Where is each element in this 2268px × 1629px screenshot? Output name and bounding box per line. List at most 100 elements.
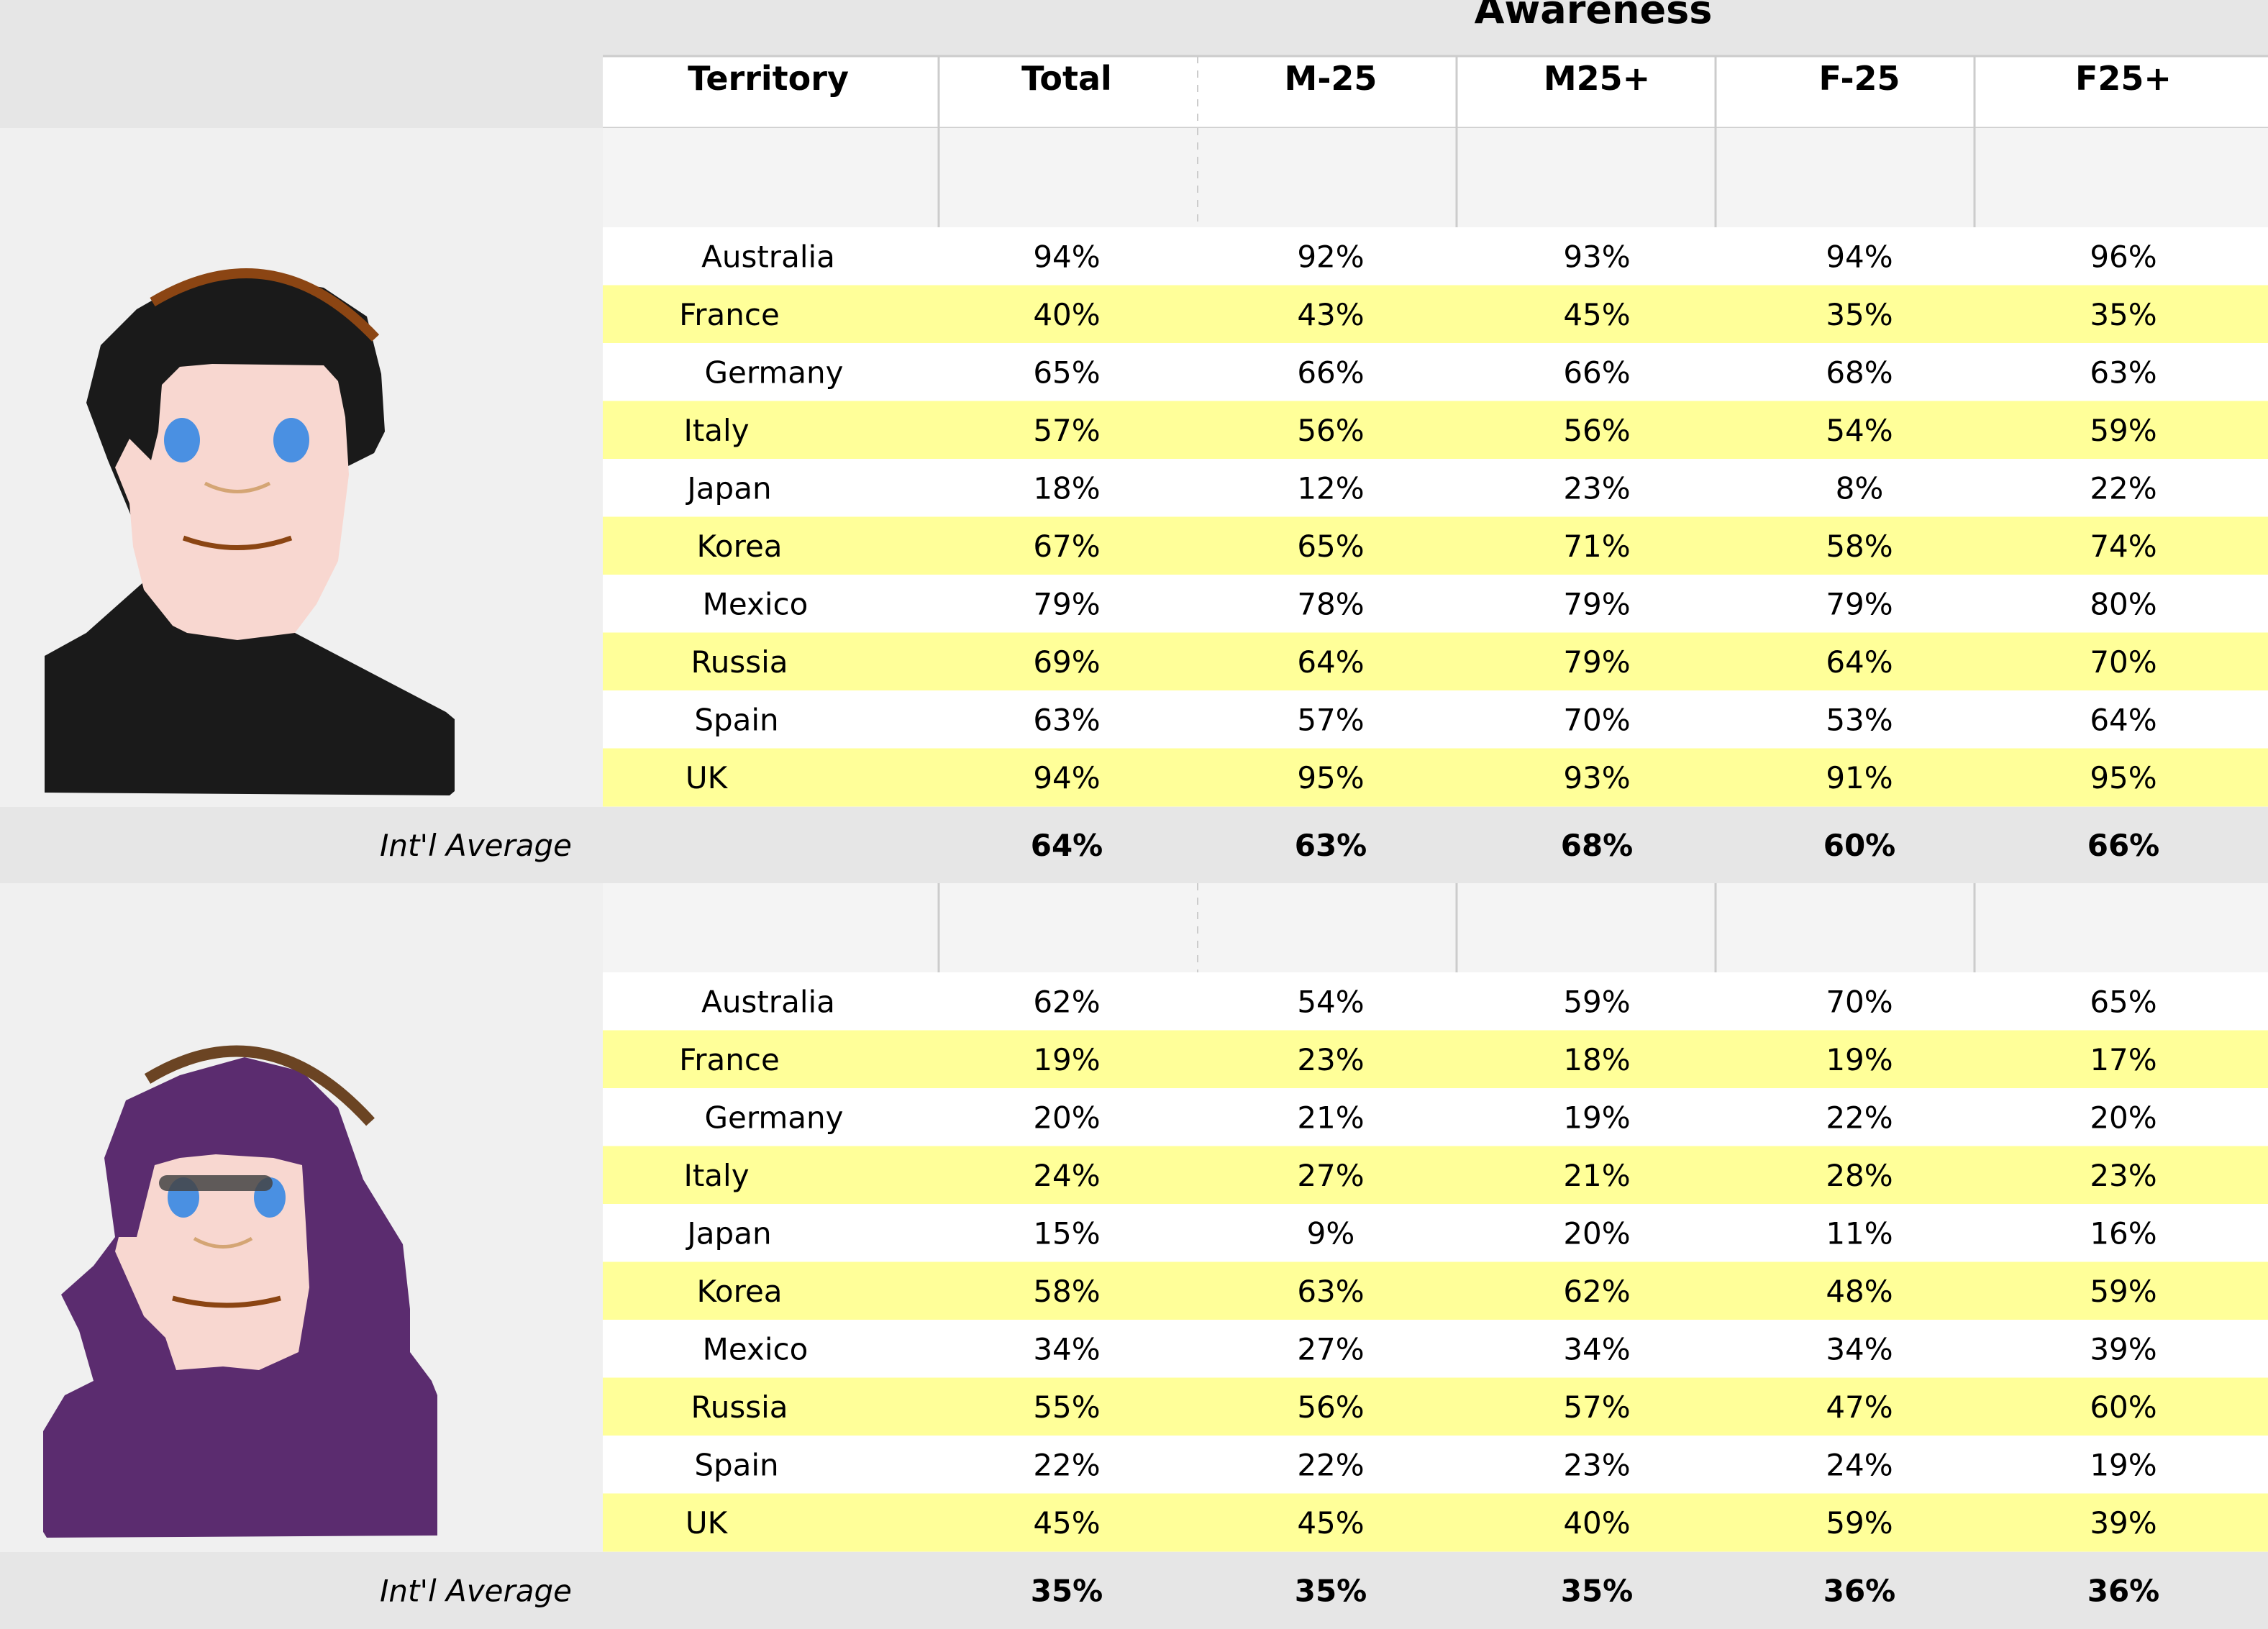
- section-0-average-row: [0, 807, 2268, 883]
- section-1-row-8-value-3: 23%: [1563, 1447, 1630, 1482]
- section-1-row-5-value-4: 48%: [1826, 1274, 1893, 1309]
- section-1-row-2-value-1: 20%: [1033, 1100, 1100, 1135]
- dark-haired-character-illustration: [45, 268, 455, 795]
- section-0-row-6-value-1: 79%: [1033, 586, 1100, 621]
- section-1-row-8-value-5: 19%: [2090, 1447, 2157, 1482]
- section-1-territory-spain: Spain: [694, 1447, 778, 1482]
- section-0-territory-france: France: [679, 297, 780, 332]
- section-0-row-0-value-2: 92%: [1297, 239, 1364, 274]
- section-1-row-9-value-2: 45%: [1297, 1505, 1364, 1541]
- section-0-row-3-value-3: 56%: [1563, 413, 1630, 448]
- section-1-row-8-background: [603, 1436, 2268, 1494]
- column-header-0: Territory: [688, 59, 849, 98]
- section-0-row-8-value-5: 64%: [2090, 702, 2157, 737]
- section-1-row-6-value-5: 39%: [2090, 1331, 2157, 1366]
- section-0-row-0-value-3: 93%: [1563, 239, 1630, 274]
- section-0-row-7-value-3: 79%: [1563, 644, 1630, 680]
- section-0-row-1-value-4: 35%: [1826, 297, 1893, 332]
- section-1-row-9-value-4: 59%: [1826, 1505, 1893, 1541]
- section-1-territory-uk: UK: [686, 1505, 729, 1541]
- section-0-territory-japan: Japan: [685, 470, 771, 506]
- section-1-row-1-value-4: 19%: [1826, 1042, 1893, 1077]
- section-1-row-7-value-3: 57%: [1563, 1390, 1630, 1425]
- section-1-spacer-row: [603, 883, 2268, 972]
- section-1-row-5-value-5: 59%: [2090, 1274, 2157, 1309]
- section-0-row-3-value-4: 54%: [1826, 413, 1893, 448]
- section-0-row-8-value-3: 70%: [1563, 702, 1630, 737]
- section-0-row-6-value-2: 78%: [1297, 586, 1364, 621]
- section-0-row-9-value-3: 93%: [1563, 760, 1630, 795]
- column-header-1: Total: [1021, 59, 1112, 98]
- section-0-row-9-value-2: 95%: [1297, 760, 1364, 795]
- section-0-row-2-value-5: 63%: [2090, 355, 2157, 390]
- section-1-row-9-value-3: 40%: [1563, 1505, 1630, 1541]
- section-0-row-4-value-3: 23%: [1563, 470, 1630, 506]
- section-0-row-5-background: [603, 516, 2268, 575]
- section-0-row-9-value-1: 94%: [1033, 760, 1100, 795]
- section-1-row-3-value-5: 23%: [2090, 1158, 2157, 1193]
- section-1-row-5-value-3: 62%: [1563, 1274, 1630, 1309]
- section-0-row-1-value-2: 43%: [1297, 297, 1364, 332]
- section-1-row-4-value-4: 11%: [1826, 1215, 1893, 1251]
- section-1-row-2-value-4: 22%: [1826, 1100, 1893, 1135]
- section-0-row-4-value-2: 12%: [1297, 470, 1364, 506]
- section-0-territory-italy: Italy: [683, 413, 749, 448]
- character-2-mouth: [172, 1295, 281, 1308]
- section-1-territory-mexico: Mexico: [703, 1331, 809, 1366]
- section-0-row-0-value-4: 94%: [1826, 239, 1893, 274]
- section-1-average-row: [0, 1552, 2268, 1629]
- section-1-row-2-value-2: 21%: [1297, 1100, 1364, 1135]
- section-1-row-2-background: [603, 1088, 2268, 1146]
- column-header-5: F25+: [2075, 59, 2172, 98]
- section-0-average-value-4: 60%: [1823, 828, 1896, 863]
- section-0-row-9-background: [603, 748, 2268, 807]
- section-1-row-1-value-2: 23%: [1297, 1042, 1364, 1077]
- section-0-territory-uk: UK: [686, 760, 729, 795]
- section-1-row-3-background: [603, 1146, 2268, 1205]
- section-1-row-0-value-3: 59%: [1563, 984, 1630, 1019]
- section-0-row-3-value-2: 56%: [1297, 413, 1364, 448]
- character-2-headphone-band: [144, 1045, 375, 1126]
- character-1-headphone-band: [150, 268, 380, 342]
- column-header-3: M25+: [1544, 59, 1650, 98]
- section-0-row-8-value-1: 63%: [1033, 702, 1100, 737]
- section-1-row-8-value-1: 22%: [1033, 1447, 1100, 1482]
- section-1-territory-korea: Korea: [696, 1274, 782, 1309]
- section-0-row-2-value-2: 66%: [1297, 355, 1364, 390]
- section-1-row-0-value-4: 70%: [1826, 984, 1893, 1019]
- chart-title: Awareness: [1475, 0, 1713, 32]
- section-0-row-4-background: [603, 459, 2268, 517]
- section-0-row-3-background: [603, 401, 2268, 460]
- section-1-row-1-value-5: 17%: [2090, 1042, 2157, 1077]
- section-1-row-4-value-3: 20%: [1563, 1215, 1630, 1251]
- section-0-row-0-value-1: 94%: [1033, 239, 1100, 274]
- section-0-row-5-value-4: 58%: [1826, 529, 1893, 564]
- section-1-average-value-5: 36%: [2087, 1574, 2160, 1609]
- section-0-row-2-value-3: 66%: [1563, 355, 1630, 390]
- section-0-row-3-value-1: 57%: [1033, 413, 1100, 448]
- section-1-row-3-value-4: 28%: [1826, 1158, 1893, 1193]
- section-1-row-5-value-2: 63%: [1297, 1274, 1364, 1309]
- section-0-row-1-value-1: 40%: [1033, 297, 1100, 332]
- section-1-row-8-value-4: 24%: [1826, 1447, 1893, 1482]
- section-0-row-5-value-3: 71%: [1563, 529, 1630, 564]
- section-1-row-6-background: [603, 1320, 2268, 1378]
- section-0-territory-mexico: Mexico: [703, 586, 809, 621]
- section-0-row-0-background: [603, 227, 2268, 286]
- section-1-row-5-background: [603, 1261, 2268, 1320]
- section-0-average-value-3: 68%: [1561, 828, 1634, 863]
- section-1-territory-france: France: [679, 1042, 780, 1077]
- section-1-row-7-value-2: 56%: [1297, 1390, 1364, 1425]
- section-1-average-label: Int'l Average: [380, 1574, 572, 1609]
- section-1-row-1-value-3: 18%: [1563, 1042, 1630, 1077]
- section-0-row-6-value-5: 80%: [2090, 586, 2157, 621]
- section-0-row-8-background: [603, 690, 2268, 749]
- section-1-row-3-value-1: 24%: [1033, 1158, 1100, 1193]
- column-header-4: F-25: [1818, 59, 1900, 98]
- section-0-average-label: Int'l Average: [380, 828, 572, 863]
- section-1-row-7-value-1: 55%: [1033, 1390, 1100, 1425]
- section-1-average-value-2: 35%: [1295, 1574, 1367, 1609]
- section-0-territory-spain: Spain: [694, 702, 778, 737]
- section-1-row-6-value-3: 34%: [1563, 1331, 1630, 1366]
- character-1-nose: [204, 481, 271, 493]
